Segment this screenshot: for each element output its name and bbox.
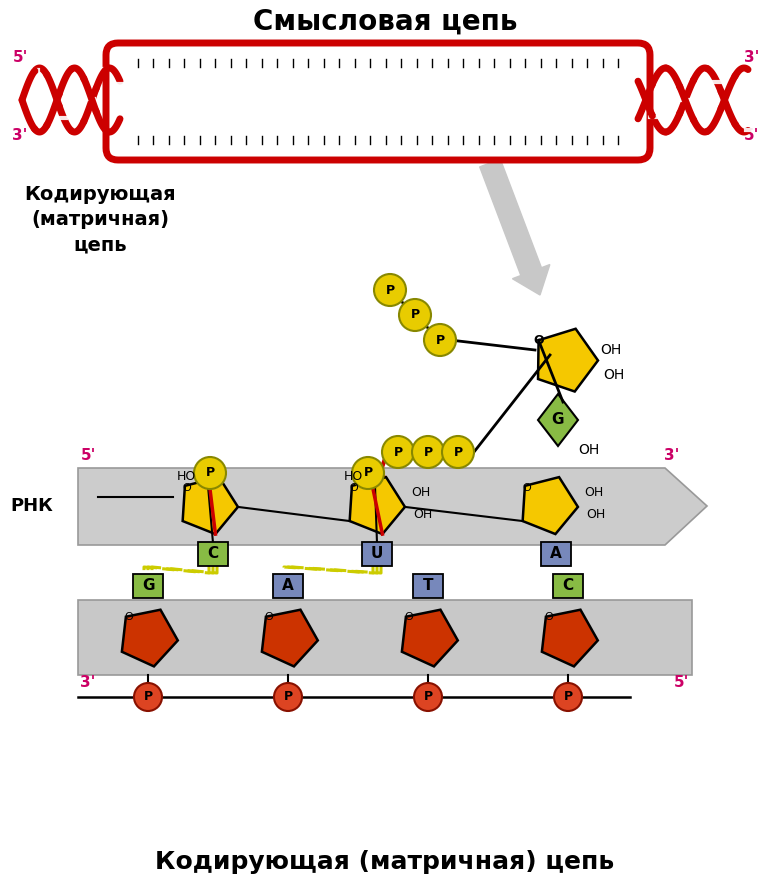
Text: 3': 3' <box>12 128 28 143</box>
Circle shape <box>194 457 226 489</box>
Text: U: U <box>371 546 383 562</box>
Text: P: P <box>454 446 463 458</box>
Text: OH: OH <box>578 443 599 457</box>
Text: Смысловая цепь: Смысловая цепь <box>253 8 517 36</box>
Polygon shape <box>262 610 318 667</box>
Polygon shape <box>538 328 598 392</box>
Text: (матричная): (матричная) <box>31 210 169 229</box>
Polygon shape <box>523 477 578 534</box>
Text: OH: OH <box>603 368 624 382</box>
Text: O: O <box>404 611 413 622</box>
FancyBboxPatch shape <box>553 574 583 598</box>
Text: O: O <box>265 611 273 622</box>
Polygon shape <box>538 394 578 446</box>
Circle shape <box>424 324 456 356</box>
Text: O: O <box>182 483 191 493</box>
FancyArrow shape <box>480 159 550 295</box>
Text: O: O <box>544 611 554 622</box>
Circle shape <box>374 274 406 306</box>
FancyBboxPatch shape <box>413 574 443 598</box>
Text: P: P <box>564 691 573 703</box>
Text: G: G <box>552 412 564 427</box>
Text: 5': 5' <box>745 128 760 143</box>
Circle shape <box>414 683 442 711</box>
Text: O: O <box>125 611 133 622</box>
Circle shape <box>412 436 444 468</box>
Text: O: O <box>350 483 358 493</box>
Text: РНК: РНК <box>396 84 439 102</box>
Circle shape <box>352 457 384 489</box>
FancyBboxPatch shape <box>133 574 163 598</box>
Polygon shape <box>78 468 707 545</box>
Text: OH: OH <box>413 508 432 522</box>
Polygon shape <box>122 610 178 667</box>
Text: O: O <box>523 483 531 493</box>
Text: Кодирующая (матричная) цепь: Кодирующая (матричная) цепь <box>156 850 614 874</box>
Text: C: C <box>207 546 219 562</box>
Text: 3': 3' <box>745 50 760 65</box>
Text: P: P <box>363 466 373 480</box>
Circle shape <box>134 683 162 711</box>
Text: OH: OH <box>411 487 430 499</box>
Text: 5': 5' <box>284 86 297 100</box>
Text: OH: OH <box>586 508 605 522</box>
Text: OH: OH <box>600 343 621 357</box>
Text: HO: HO <box>343 471 363 483</box>
Text: P: P <box>436 334 444 346</box>
FancyBboxPatch shape <box>273 574 303 598</box>
Circle shape <box>274 683 302 711</box>
FancyBboxPatch shape <box>106 43 650 160</box>
Circle shape <box>399 299 431 331</box>
Text: G: G <box>142 578 154 594</box>
Text: A: A <box>282 578 294 594</box>
Text: OH: OH <box>584 487 603 499</box>
Text: РНК: РНК <box>11 497 53 515</box>
Text: P: P <box>283 691 293 703</box>
Text: O: O <box>534 334 544 347</box>
Text: P: P <box>393 446 403 458</box>
Text: A: A <box>550 546 562 562</box>
Text: 3': 3' <box>223 146 238 161</box>
Text: P: P <box>386 284 394 296</box>
Text: 3': 3' <box>665 448 680 463</box>
FancyBboxPatch shape <box>541 542 571 566</box>
Text: Кодирующая: Кодирующая <box>24 185 176 204</box>
Text: 5': 5' <box>80 448 95 463</box>
Text: P: P <box>424 691 433 703</box>
Circle shape <box>442 436 474 468</box>
Circle shape <box>382 436 414 468</box>
Polygon shape <box>402 610 458 667</box>
Polygon shape <box>78 600 692 675</box>
FancyBboxPatch shape <box>362 542 392 566</box>
Text: P: P <box>424 446 433 458</box>
Text: C: C <box>562 578 574 594</box>
Text: HO: HO <box>176 471 196 483</box>
Polygon shape <box>350 477 405 534</box>
FancyBboxPatch shape <box>198 542 228 566</box>
Text: P: P <box>206 466 215 480</box>
Text: T: T <box>423 578 434 594</box>
Circle shape <box>554 683 582 711</box>
Text: 3': 3' <box>80 675 95 690</box>
Text: 5': 5' <box>502 146 517 161</box>
Text: 5': 5' <box>12 50 28 65</box>
Text: 3': 3' <box>508 86 521 100</box>
Polygon shape <box>182 477 238 534</box>
Polygon shape <box>542 610 598 667</box>
Text: 5': 5' <box>675 675 690 690</box>
Text: цепь: цепь <box>73 235 127 254</box>
Text: P: P <box>410 309 420 321</box>
Text: P: P <box>143 691 152 703</box>
